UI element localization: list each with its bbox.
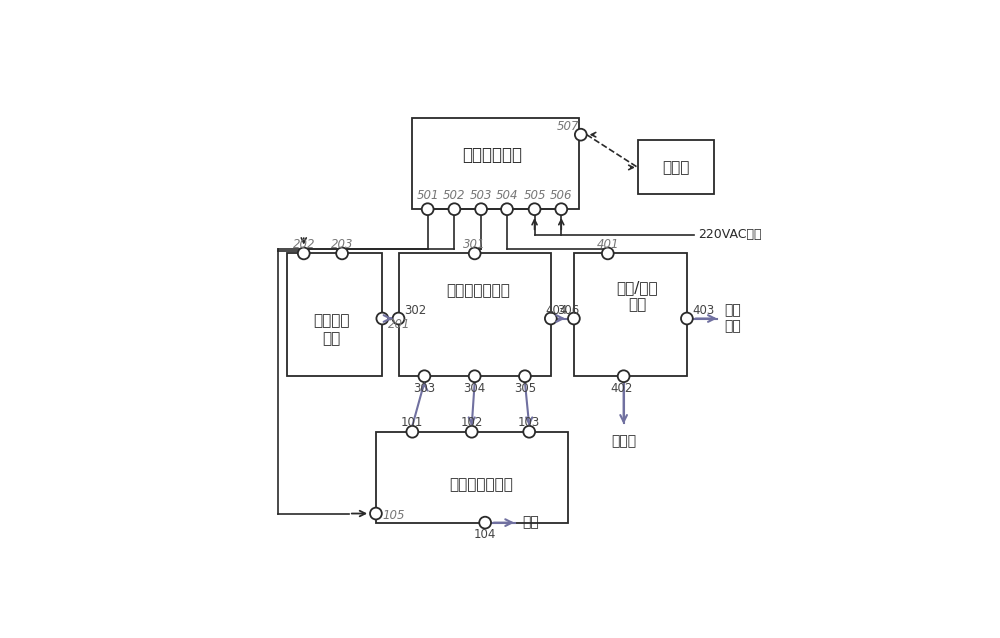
Text: 403: 403 [693,304,715,317]
Text: 402: 402 [610,382,632,395]
Text: 201: 201 [388,318,411,331]
Text: 301: 301 [463,238,486,251]
Circle shape [519,370,531,382]
Text: 阀门与仪表模块: 阀门与仪表模块 [446,283,510,298]
Bar [376,432,568,523]
Circle shape [575,129,587,140]
Bar [412,118,579,209]
Circle shape [336,248,348,259]
Circle shape [555,204,567,215]
Circle shape [406,426,418,438]
Circle shape [529,204,540,215]
Text: 闸阀
阀腔: 闸阀 阀腔 [725,304,741,334]
Text: 202: 202 [293,238,315,251]
Text: 305: 305 [514,382,536,395]
Text: 503: 503 [470,189,492,202]
Circle shape [419,370,430,382]
Circle shape [469,370,481,382]
Text: 上位机: 上位机 [662,160,690,175]
Bar [399,253,551,376]
Text: 401: 401 [597,238,619,251]
Text: 102: 102 [461,417,483,429]
Text: 排污: 排污 [522,516,539,530]
Circle shape [618,370,630,382]
Text: 水泵与水箱模块: 水泵与水箱模块 [449,477,513,492]
Text: 220VAC供电: 220VAC供电 [698,228,762,241]
Circle shape [545,313,557,324]
Circle shape [466,426,478,438]
Text: 103: 103 [518,417,540,429]
Text: 101: 101 [401,417,424,429]
Circle shape [501,204,513,215]
Circle shape [448,204,460,215]
Text: 105: 105 [382,509,405,522]
Circle shape [681,313,693,324]
Circle shape [298,248,310,259]
Circle shape [479,517,491,528]
Text: 电气控制模块: 电气控制模块 [462,145,522,164]
Bar [287,253,382,376]
Text: 203: 203 [331,238,353,251]
Text: 506: 506 [550,189,573,202]
Circle shape [475,204,487,215]
Circle shape [469,248,481,259]
Text: 502: 502 [443,189,466,202]
Circle shape [523,426,535,438]
Circle shape [568,313,580,324]
Circle shape [422,204,434,215]
Text: 306: 306 [557,304,579,317]
Text: 507: 507 [557,121,579,133]
Bar [574,253,687,376]
Bar [638,140,714,195]
Text: 废液桶: 废液桶 [611,434,636,448]
Text: 504: 504 [496,189,518,202]
Circle shape [393,313,404,324]
Text: 液驱增压
模块: 液驱增压 模块 [313,313,350,346]
Circle shape [370,508,382,519]
Text: 304: 304 [464,382,486,395]
Circle shape [376,313,388,324]
Text: 505: 505 [523,189,546,202]
Circle shape [602,248,614,259]
Text: 404: 404 [546,304,568,317]
Text: 303: 303 [413,382,435,395]
Text: 302: 302 [404,304,427,317]
Text: 104: 104 [474,528,496,542]
Text: 501: 501 [416,189,439,202]
Text: 排气/排水
模块: 排气/排水 模块 [616,280,658,313]
